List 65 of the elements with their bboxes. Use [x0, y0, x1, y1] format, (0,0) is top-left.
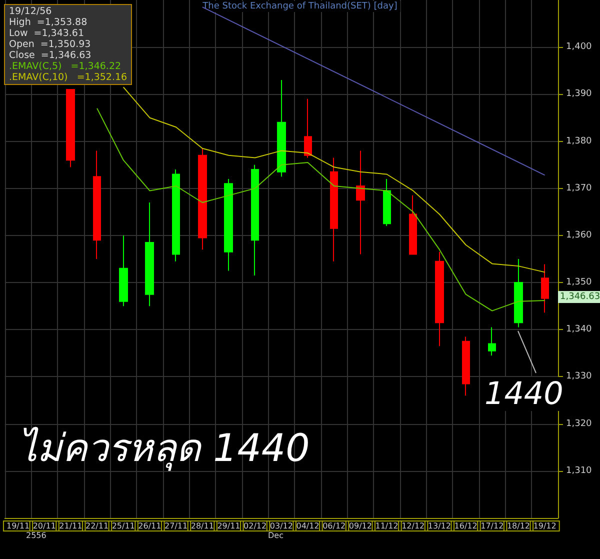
y-tick-label: 1,310 — [566, 466, 592, 476]
annotation: .EMAV(C,5) =1,346.22 — [9, 61, 122, 72]
y-tick-label: 1,380 — [566, 136, 592, 146]
y-tick-label: 1,330 — [566, 372, 592, 382]
y-tick-label: 1,340 — [566, 324, 592, 335]
text: 2556 — [26, 531, 46, 540]
candlestick — [488, 326, 496, 356]
x-tick-label: 13/12 — [428, 522, 451, 530]
candlestick — [119, 234, 128, 307]
candlestick — [66, 88, 75, 168]
candlestick — [224, 178, 233, 272]
candlestick — [462, 336, 470, 396]
candlestick — [304, 98, 312, 158]
x-tick-label: 19/11 — [6, 522, 30, 530]
x-tick-label: 17/12 — [480, 522, 504, 530]
candlestick — [514, 258, 523, 328]
text: Dec — [268, 531, 284, 540]
candlestick — [330, 157, 338, 262]
x-tick-label: 02/12 — [244, 522, 267, 530]
annotation: Low =1,343.61 — [9, 28, 86, 39]
annotation: ไม่ควรหลุด 1440 — [18, 425, 310, 473]
candlestick — [277, 80, 286, 178]
candlestick — [409, 194, 417, 255]
annotation: Close =1,346.63 — [9, 50, 92, 61]
x-tick-label: 06/12 — [322, 522, 346, 530]
annotation: High =1,353.88 — [9, 17, 88, 28]
y-tick-label: 1,390 — [566, 89, 592, 100]
candlestick — [541, 264, 549, 314]
x-tick-label: 09/12 — [348, 522, 372, 530]
x-tick-label: 22/11 — [86, 522, 109, 530]
candlestick — [435, 251, 444, 347]
candlestick — [93, 150, 101, 260]
x-tick-label: 18/12 — [506, 522, 530, 530]
y-tick-label: 1,320 — [566, 418, 592, 429]
annotation: 1440 — [484, 376, 564, 412]
candlestick — [251, 164, 259, 276]
x-tick-label: 29/11 — [217, 522, 240, 530]
y-tick-label: 1,370 — [566, 183, 592, 194]
text: 1,346.63 — [558, 291, 600, 304]
y-tick-label: 1,350 — [566, 278, 592, 288]
annotation: Open =1,350.93 — [9, 39, 92, 50]
x-tick-label: 26/11 — [138, 522, 162, 530]
annotation: .EMAV(C,10) =1,352.16 — [9, 72, 128, 83]
x-tick-label: 27/11 — [164, 522, 188, 530]
x-tick-label: 25/11 — [112, 522, 135, 530]
x-tick-label: 19/12 — [533, 522, 556, 530]
line-series — [122, 86, 546, 273]
annotation: 19/12/56 — [9, 6, 53, 17]
x-tick-label: 21/11 — [59, 522, 82, 530]
chart-title: The Stock Exchange of Thailand(SET) [day] — [202, 2, 398, 12]
x-tick-label: 28/11 — [190, 522, 214, 530]
x-tick-label: 11/12 — [375, 522, 398, 530]
candlestick — [145, 202, 154, 307]
candlestick — [198, 148, 207, 250]
x-tick-label: 04/12 — [296, 522, 320, 530]
x-tick-label: 12/12 — [402, 522, 425, 530]
line-series — [96, 108, 546, 312]
x-tick-label: 16/12 — [454, 522, 478, 530]
candlestick — [356, 150, 365, 255]
candlestick — [383, 178, 391, 227]
y-tick-label: 1,360 — [566, 230, 592, 240]
y-tick-label: 1,400 — [566, 42, 592, 52]
candlestick — [172, 169, 180, 262]
x-tick-label: 03/12 — [270, 522, 293, 530]
x-tick-label: 20/11 — [32, 522, 56, 530]
